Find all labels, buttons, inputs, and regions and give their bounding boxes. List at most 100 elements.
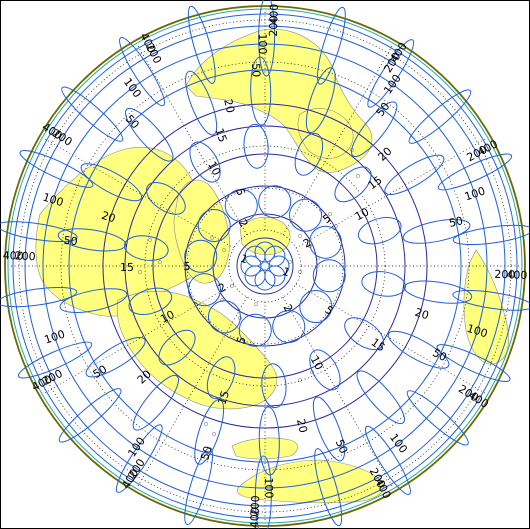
tissot-ellipse (289, 198, 323, 232)
contour-ring (42, 43, 488, 489)
landmasses (35, 28, 509, 504)
tissot-ellipse (224, 188, 258, 222)
contour-label: 15 (213, 126, 230, 143)
tissot-ellipse (367, 39, 415, 108)
contour-label: 50 (333, 438, 350, 456)
contour-label: 50 (448, 214, 465, 230)
tissot-ellipse (254, 269, 276, 291)
tissot-ellipse (187, 273, 221, 307)
tissot-ellipse (309, 225, 343, 259)
contour-label: 5 (322, 303, 335, 318)
tissot-ellipse (185, 70, 218, 136)
coast-fragment (210, 236, 214, 240)
contour-ring (12, 13, 518, 519)
tissot-ellipse (80, 163, 143, 202)
coast-fragment (328, 212, 332, 216)
tissot-ellipse (132, 374, 179, 431)
contour-label: 400 (248, 507, 262, 528)
tissot-ellipse (361, 271, 406, 297)
contour-label: 10 (308, 354, 326, 372)
tissot-ellipse (0, 221, 78, 243)
contour-label: 50 (91, 363, 110, 382)
contour-label: 100 (256, 33, 269, 54)
tissot-ellipse (334, 166, 372, 203)
contour-label: 50 (198, 444, 215, 461)
contour-label: 400 (506, 268, 527, 282)
coast-fragment (222, 248, 226, 252)
tissot-ellipse (258, 0, 276, 77)
contour-label: 200 (267, 15, 281, 36)
tissot-ellipse (351, 101, 398, 158)
contour-label: 400 (2, 249, 23, 263)
contour-ring (152, 153, 378, 379)
tissot-ellipse (206, 356, 236, 400)
tissot-ellipse (158, 329, 196, 366)
tissot-ellipse (403, 280, 473, 304)
contour-label: 400 (267, 3, 281, 24)
tissot-ellipse (268, 255, 290, 277)
tissot-ellipse (299, 290, 333, 324)
contour-label: 5 (183, 260, 190, 273)
landmass-africa (173, 179, 230, 284)
tissot-ellipse (258, 185, 292, 219)
contour-label: 20 (294, 418, 310, 435)
contour-label: 10 (158, 308, 176, 326)
contour-ring (184, 185, 346, 347)
tissot-ellipse (184, 447, 213, 526)
tissot-ellipse (124, 235, 169, 261)
tissot-ellipse (437, 153, 513, 191)
contour-label: 100 (41, 191, 65, 210)
contour-label: 100 (463, 184, 487, 203)
coast-fragment (298, 234, 302, 238)
contour-label: 15 (120, 261, 134, 274)
contour-label: 50 (63, 234, 79, 249)
tissot-ellipse (57, 228, 127, 252)
boundary-ring (4, 5, 526, 527)
tissot-ellipse (312, 396, 345, 462)
coast-fragment (212, 432, 216, 436)
contour-label: 15 (215, 389, 232, 406)
tissot-ellipse (19, 150, 94, 188)
tissot-ellipse (119, 37, 165, 107)
contour-ring (236, 237, 294, 295)
contour-ring (102, 103, 428, 429)
contour-ring (124, 125, 406, 407)
tissot-ellipse (197, 208, 231, 242)
contour-label: 100 (43, 328, 67, 347)
coast-fragment (254, 302, 258, 306)
tissot-ellipse (309, 349, 341, 391)
contour-label: 200 (14, 249, 35, 263)
tissot-ellipse (184, 239, 218, 273)
contour-ring (24, 25, 506, 507)
tissot-ellipse (406, 390, 469, 446)
contour-label: 20 (100, 209, 117, 226)
landmass-indonesia (231, 437, 298, 460)
contour-label: 100 (465, 322, 489, 341)
contour-label: 100 (262, 477, 275, 498)
tissot-ellipse (357, 217, 402, 245)
coast-fragment (220, 298, 224, 302)
contour-label: 20 (221, 98, 237, 115)
coast-fragment (158, 260, 162, 264)
contour-label: 5 (233, 187, 248, 198)
tissot-ellipse (0, 286, 78, 308)
contour-label: 20 (375, 145, 394, 164)
contour-label: 400 (388, 40, 410, 65)
tissot-ellipse (387, 330, 450, 369)
landmass-asia (116, 290, 278, 410)
tissot-ellipse (314, 448, 343, 527)
contour-label: 5 (234, 335, 248, 346)
tissot-ellipse (261, 363, 287, 409)
contour-label: 1 (239, 252, 250, 266)
contour-ring (68, 69, 462, 463)
contour-label: 100 (387, 431, 410, 456)
tissot-ellipse (58, 388, 122, 443)
tissot-ellipse (264, 245, 286, 267)
tissot-ellipse (452, 224, 530, 246)
tissot-ellipse (254, 455, 272, 529)
contour-label: 100 (381, 72, 404, 97)
tissot-ellipse (17, 341, 93, 379)
contour-label: 400 (466, 389, 491, 411)
